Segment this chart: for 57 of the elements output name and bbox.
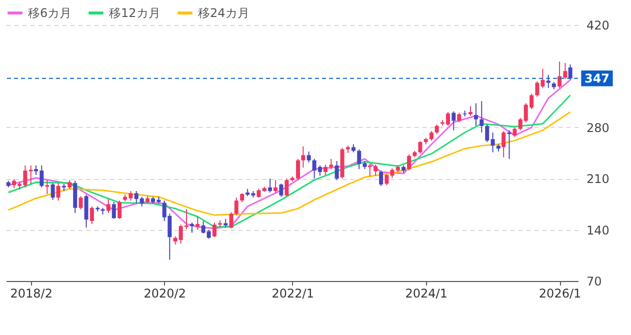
candlestick bbox=[480, 100, 484, 134]
x-tick-label: 2024/1 bbox=[405, 286, 448, 300]
line-series bbox=[8, 111, 572, 216]
x-tick-label: 2018/2 bbox=[10, 286, 52, 300]
candlestick bbox=[212, 222, 216, 238]
candlestick bbox=[452, 110, 456, 131]
candlestick bbox=[502, 130, 506, 158]
candlestick bbox=[234, 197, 238, 216]
candlestick bbox=[90, 206, 94, 224]
legend-label: 移12カ月 bbox=[109, 6, 160, 20]
candlestick bbox=[418, 140, 422, 154]
candlestick bbox=[334, 160, 339, 181]
candlestick bbox=[357, 148, 362, 170]
candlestick bbox=[485, 124, 490, 143]
candlestick bbox=[118, 200, 122, 220]
y-tick-label: 70 bbox=[586, 274, 602, 288]
y-tick-label: 140 bbox=[586, 223, 610, 238]
candlestick bbox=[306, 151, 311, 164]
candlestick bbox=[434, 124, 439, 134]
candlestick bbox=[56, 182, 60, 202]
candlestick bbox=[50, 182, 55, 200]
ref-line-label: 347 bbox=[584, 71, 610, 86]
candlestick bbox=[329, 158, 334, 170]
candlestick bbox=[512, 126, 517, 138]
candlestick bbox=[568, 64, 572, 80]
y-tick-label: 280 bbox=[586, 120, 610, 135]
candlestick bbox=[45, 180, 50, 194]
candlestick bbox=[474, 102, 478, 126]
candlestick bbox=[190, 222, 194, 234]
candlestick bbox=[379, 170, 384, 186]
candlestick bbox=[457, 112, 462, 123]
candlestick bbox=[430, 130, 434, 142]
legend-label: 移24カ月 bbox=[198, 6, 250, 20]
candlestick bbox=[490, 132, 495, 153]
candlestick bbox=[284, 178, 289, 197]
candlestick bbox=[106, 198, 110, 214]
candlestick bbox=[84, 194, 88, 228]
x-tick-label: 2022/1 bbox=[272, 286, 314, 300]
candlestick bbox=[268, 178, 272, 193]
candlestick bbox=[112, 202, 116, 220]
candlestick bbox=[323, 164, 328, 176]
y-tick-label: 210 bbox=[586, 172, 610, 186]
candlestick bbox=[546, 74, 550, 88]
candlestick bbox=[229, 212, 234, 229]
x-tick-label: 2026/1 bbox=[538, 286, 582, 300]
x-tick-label: 2020/2 bbox=[144, 286, 186, 300]
candlestick bbox=[507, 130, 512, 160]
legend-label: 移6カ月 bbox=[28, 6, 72, 20]
candlestick bbox=[301, 146, 306, 168]
candlestick bbox=[78, 196, 83, 210]
candlestick bbox=[468, 106, 472, 116]
candlestick bbox=[407, 154, 412, 172]
candlestick bbox=[274, 180, 278, 193]
y-tick-label: 420 bbox=[586, 18, 610, 32]
candlestick bbox=[279, 183, 284, 198]
candlestick bbox=[196, 216, 200, 230]
candlestick bbox=[28, 164, 33, 184]
